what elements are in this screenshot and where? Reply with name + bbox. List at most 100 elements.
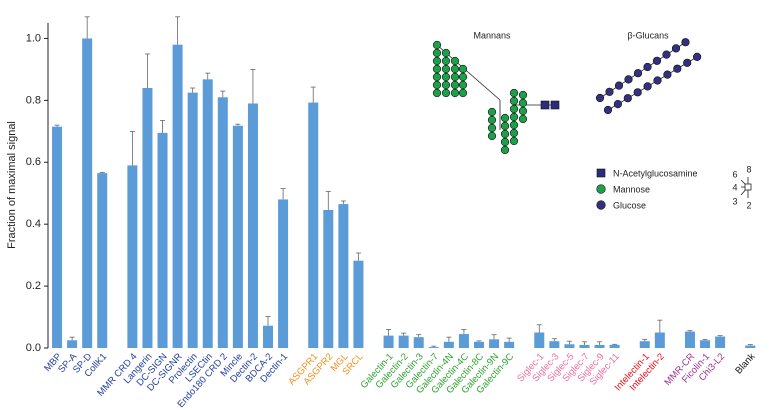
glycan-residue: [458, 88, 468, 98]
bar: [489, 339, 500, 348]
bar: [323, 209, 334, 348]
error-bar: [566, 340, 572, 345]
error-bar: [310, 86, 316, 103]
glycan-residue: [441, 80, 451, 90]
error-bar: [205, 72, 211, 80]
glycan-residue: [633, 88, 642, 97]
bar: [549, 341, 560, 348]
glycan-residue: [509, 88, 519, 98]
glycan-residue: [441, 48, 451, 58]
error-bar: [597, 341, 603, 345]
error-bar: [401, 332, 407, 336]
glycan-residue: [518, 98, 528, 108]
bar: [564, 344, 575, 348]
y-tick-label: 0.0: [26, 342, 41, 354]
glycan-residue: [509, 128, 519, 138]
glycan-residue: [692, 52, 702, 62]
glycan-residue: [643, 62, 652, 72]
glycan-residue: [509, 112, 519, 122]
glycan-residue: [540, 100, 550, 110]
glycan-residue: [509, 104, 519, 114]
bar: [232, 125, 243, 348]
error-bar: [265, 316, 271, 326]
glycan-residue: [487, 107, 497, 117]
error-bar: [702, 338, 708, 341]
glycan-residue: [623, 94, 632, 103]
glycan-residue: [518, 114, 528, 124]
error-bar: [190, 87, 196, 93]
bar: [473, 341, 484, 348]
glycan-residue: [550, 100, 560, 110]
glycan-residue: [652, 56, 662, 65]
linkage-label: 3: [732, 196, 737, 206]
glycan-residue: [432, 72, 442, 82]
bar: [308, 102, 319, 348]
legend-circle: [596, 200, 606, 210]
bar: [172, 44, 183, 349]
bar: [639, 341, 650, 348]
bar: [187, 92, 198, 349]
y-tick-label: 0.2: [26, 280, 41, 292]
glycan-residue: [432, 40, 442, 50]
bar: [504, 341, 515, 348]
y-tick-label: 1.0: [26, 32, 41, 44]
error-bar: [144, 53, 150, 88]
error-bar: [220, 90, 226, 98]
error-bar: [54, 124, 60, 127]
glycan-residue: [441, 72, 451, 82]
glycan-diagrams: [432, 38, 702, 155]
error-bar: [491, 334, 497, 340]
linkage-label: 8: [746, 164, 751, 174]
glycan-residue: [458, 72, 468, 82]
error-bar: [446, 336, 452, 342]
glycan-residue: [487, 123, 497, 133]
bar: [202, 79, 213, 348]
bar: [458, 334, 469, 348]
glycan-residue: [500, 145, 510, 155]
bar: [353, 260, 364, 348]
error-bar: [160, 120, 166, 133]
glycan-residue: [605, 87, 614, 96]
error-bar: [99, 172, 105, 174]
bar: [142, 88, 153, 348]
glycan-residue: [500, 129, 510, 139]
error-bar: [536, 324, 542, 333]
glycan-residue: [518, 106, 528, 116]
glycan-residue: [509, 136, 519, 146]
glycan-bond: [607, 56, 698, 111]
glycan-residue: [450, 80, 460, 90]
legend-text: N-Acetylglucosamine: [613, 168, 698, 178]
legend-circle: [596, 184, 606, 194]
error-bar: [250, 69, 256, 104]
glycan-residue: [450, 56, 460, 66]
y-axis-label: Fraction of maximal signal: [6, 121, 18, 249]
glycan-residue: [458, 64, 468, 74]
y-tick-label: 0.6: [26, 156, 41, 168]
bar: [579, 344, 590, 348]
glycan-residue: [487, 115, 497, 125]
glycan-bond: [599, 41, 687, 99]
glycan-residue: [509, 96, 519, 106]
glycan-residue: [681, 38, 690, 47]
bar: [700, 340, 711, 348]
bar: [338, 204, 349, 348]
glycan-residue: [458, 80, 468, 90]
bar: [278, 199, 289, 348]
error-bar: [416, 334, 422, 338]
linkage-label: 4: [732, 182, 737, 192]
bar: [428, 347, 439, 348]
glycan-residue: [432, 80, 442, 90]
glycan-residue: [683, 58, 692, 67]
legend-square: [596, 168, 606, 178]
glycan-residue: [614, 81, 624, 90]
annotation: β-Glucans: [627, 30, 669, 40]
bar: [745, 345, 756, 348]
glycan-residue: [432, 88, 442, 98]
glycan-residue: [450, 72, 460, 82]
error-bar: [642, 338, 648, 342]
glycan-residue: [673, 64, 682, 73]
error-bar: [551, 338, 557, 342]
bar: [263, 325, 274, 348]
glycan-residue: [450, 88, 460, 98]
